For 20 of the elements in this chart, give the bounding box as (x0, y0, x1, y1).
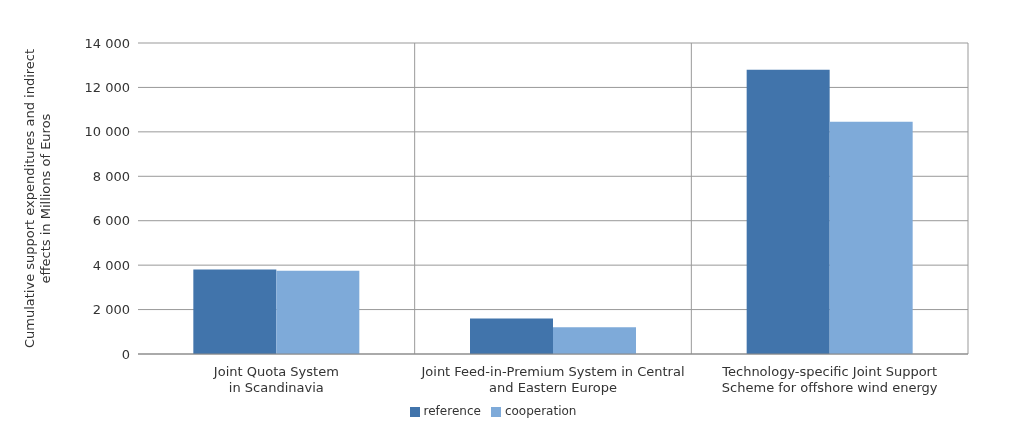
y-axis-title: Cumulative support expenditures and indirect effects in Millions of Euros (22, 48, 53, 349)
x-tick-label: Technology-specific Joint Support Scheme for offshore wind energy (721, 364, 938, 395)
y-tick-label: 8 000 (92, 168, 130, 184)
y-tick-label: 0 (121, 346, 130, 362)
y-tick-label: 2 000 (92, 302, 130, 318)
y-tick-label: 10 000 (84, 124, 130, 140)
bar (193, 269, 277, 354)
y-tick-label: 6 000 (92, 213, 130, 229)
y-tick-label: 14 000 (84, 35, 130, 51)
x-tick-label: Joint Quota System in Scandinavia (212, 364, 339, 395)
legend-label: cooperation (504, 404, 577, 418)
bar (746, 69, 830, 354)
bar (553, 327, 636, 354)
bar (829, 121, 913, 354)
bar (276, 270, 360, 354)
bar (470, 318, 553, 354)
y-tick-label: 4 000 (92, 257, 130, 273)
x-tick-label: Joint Feed-in-Premium System in Central and Eastern Europe (420, 364, 685, 395)
y-tick-label: 12 000 (84, 80, 130, 96)
legend-label: reference (423, 404, 481, 418)
